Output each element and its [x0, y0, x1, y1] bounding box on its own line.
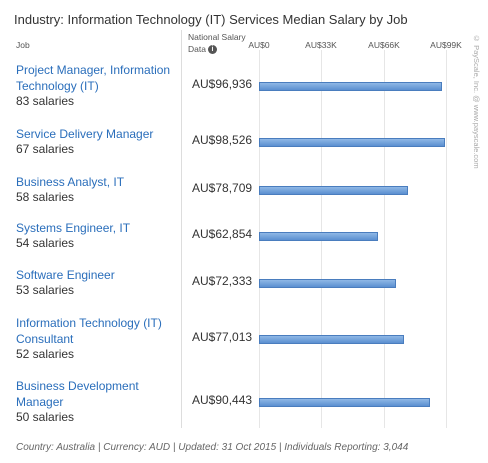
x-tick-label: AU$0 [248, 40, 270, 50]
national-salary-header: National Salary Data i [188, 31, 246, 55]
job-title-line: Business Analyst, IT [16, 175, 125, 189]
job-title-link[interactable]: Systems Engineer, IT [16, 220, 181, 236]
job-title-line: Software Engineer [16, 268, 115, 282]
median-salary-value: AU$78,709 [192, 181, 253, 195]
salary-bar[interactable] [259, 138, 445, 147]
national-salary-header-line1: National Salary [188, 32, 246, 42]
chart-footer: Country: Australia | Currency: AUD | Upd… [16, 442, 409, 453]
column-separator [181, 30, 182, 428]
salary-bar[interactable] [259, 82, 442, 91]
median-salary-value: AU$98,526 [192, 133, 253, 147]
median-salary-value: AU$90,443 [192, 393, 253, 407]
salary-bar[interactable] [259, 335, 404, 344]
median-salary-value: AU$96,936 [192, 77, 253, 91]
national-salary-header-line2-text: Data [188, 44, 206, 54]
job-title-link[interactable]: Business Development Manager [16, 378, 181, 410]
info-icon[interactable]: i [207, 45, 217, 55]
job-title-line: Consultant [16, 332, 74, 346]
job-title-link[interactable]: Software Engineer [16, 267, 181, 283]
median-salary-value: AU$62,854 [192, 227, 253, 241]
median-salary-value: AU$77,013 [192, 330, 253, 344]
chart-title: Industry: Information Technology (IT) Se… [14, 12, 408, 27]
x-tick-label: AU$33K [305, 40, 337, 50]
salary-bar[interactable] [259, 398, 430, 407]
job-title-link[interactable]: Service Delivery Manager [16, 126, 181, 142]
salary-count: 67 salaries [16, 142, 75, 156]
salary-count: 50 salaries [16, 410, 75, 424]
salary-bar[interactable] [259, 186, 408, 195]
job-title-line: Business Development [16, 379, 139, 393]
job-title-line: Systems Engineer, IT [16, 221, 131, 235]
job-title-link[interactable]: Business Analyst, IT [16, 174, 181, 190]
x-tick-label: AU$99K [430, 40, 462, 50]
median-salary-value: AU$72,333 [192, 274, 253, 288]
salary-count: 58 salaries [16, 190, 75, 204]
job-title-line: Service Delivery Manager [16, 127, 154, 141]
payscale-credit: © PayScale, Inc. @ www.payscale.com [472, 34, 481, 169]
salary-count: 53 salaries [16, 283, 75, 297]
x-tick-label: AU$66K [368, 40, 400, 50]
job-title-line: Technology (IT) [16, 79, 99, 93]
salary-bar[interactable] [259, 232, 378, 241]
salary-bar[interactable] [259, 279, 396, 288]
job-title-line: Manager [16, 395, 64, 409]
salary-count: 52 salaries [16, 347, 75, 361]
gridline [446, 50, 447, 428]
national-salary-header-line2: Data i [188, 43, 246, 55]
job-title-link[interactable]: Project Manager, Information Technology (… [16, 62, 181, 94]
salary-count: 83 salaries [16, 94, 75, 108]
job-title-link[interactable]: Information Technology (IT) Consultant [16, 315, 181, 347]
salary-count: 54 salaries [16, 236, 75, 250]
job-title-line: Project Manager, Information [16, 63, 171, 77]
job-column-header: Job [16, 40, 30, 50]
job-title-line: Information Technology (IT) [16, 316, 162, 330]
gridline [384, 50, 385, 428]
